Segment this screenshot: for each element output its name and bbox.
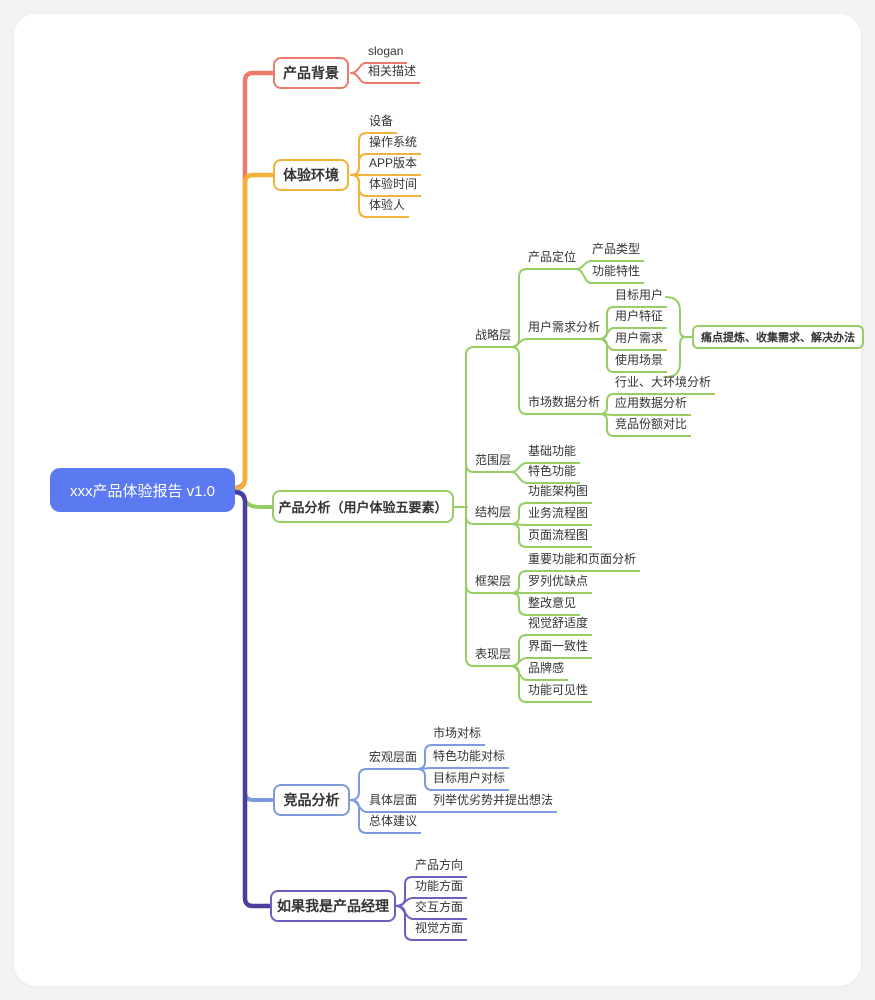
node-market-data-analysis[interactable]: 市场数据分析 — [525, 395, 605, 415]
node-os[interactable]: 操作系统 — [366, 135, 422, 155]
node-product-background[interactable]: 产品背景 — [273, 57, 349, 89]
node-business-flow[interactable]: 业务流程图 — [525, 506, 593, 526]
node-product-positioning[interactable]: 产品定位 — [525, 250, 581, 270]
node-visual-aspect[interactable]: 视觉方面 — [412, 921, 468, 941]
node-overall-suggestion[interactable]: 总体建议 — [366, 814, 422, 834]
node-feature-benchmark[interactable]: 特色功能对标 — [430, 749, 510, 769]
node-app-version[interactable]: APP版本 — [366, 156, 422, 176]
node-feature-characteristics[interactable]: 功能特性 — [589, 264, 645, 284]
node-strategy-layer[interactable]: 战略层 — [472, 328, 516, 348]
node-experience-time[interactable]: 体验时间 — [366, 177, 422, 197]
node-brand-feel[interactable]: 品牌感 — [525, 661, 569, 681]
node-painpoint-callout[interactable]: 痛点提炼、收集需求、解决办法 — [692, 325, 864, 349]
node-device[interactable]: 设备 — [366, 114, 398, 134]
node-visual-comfort[interactable]: 视觉舒适度 — [525, 616, 593, 636]
root-topic[interactable]: xxx产品体验报告 v1.0 — [50, 468, 235, 512]
node-ui-consistency[interactable]: 界面一致性 — [525, 639, 593, 659]
node-page-flow[interactable]: 页面流程图 — [525, 528, 593, 548]
node-experiencer[interactable]: 体验人 — [366, 198, 410, 218]
node-presentation-layer[interactable]: 表现层 — [472, 647, 516, 667]
node-slogan[interactable]: slogan — [365, 44, 408, 64]
node-user-needs-analysis[interactable]: 用户需求分析 — [525, 320, 605, 340]
node-related-description[interactable]: 相关描述 — [365, 64, 421, 84]
node-function-architecture[interactable]: 功能架构图 — [525, 484, 593, 504]
node-framework-layer[interactable]: 框架层 — [472, 574, 516, 594]
node-structure-layer[interactable]: 结构层 — [472, 505, 516, 525]
node-app-data-analysis[interactable]: 应用数据分析 — [612, 396, 692, 416]
node-basic-functions[interactable]: 基础功能 — [525, 444, 581, 464]
node-scope-layer[interactable]: 范围层 — [472, 453, 516, 473]
node-function-aspect[interactable]: 功能方面 — [412, 879, 468, 899]
node-if-i-were-pm[interactable]: 如果我是产品经理 — [270, 890, 396, 922]
node-specific-level[interactable]: 具体层面 — [366, 793, 422, 813]
node-target-user-benchmark[interactable]: 目标用户对标 — [430, 771, 510, 791]
node-improvement-suggestions[interactable]: 整改意见 — [525, 596, 581, 616]
node-function-visibility[interactable]: 功能可见性 — [525, 683, 593, 703]
node-product-analysis[interactable]: 产品分析（用户体验五要素） — [272, 490, 454, 523]
node-competitor-analysis[interactable]: 竞品分析 — [273, 784, 350, 816]
node-pros-cons[interactable]: 罗列优缺点 — [525, 574, 593, 594]
node-target-users[interactable]: 目标用户 — [612, 288, 668, 308]
node-interaction-aspect[interactable]: 交互方面 — [412, 900, 468, 920]
node-experience-environment[interactable]: 体验环境 — [273, 159, 349, 191]
node-user-demand[interactable]: 用户需求 — [612, 331, 668, 351]
node-list-pros-cons-ideas[interactable]: 列举优劣势并提出想法 — [430, 793, 558, 813]
node-user-traits[interactable]: 用户特征 — [612, 309, 668, 329]
node-special-functions[interactable]: 特色功能 — [525, 464, 581, 484]
node-important-functions-pages[interactable]: 重要功能和页面分析 — [525, 552, 641, 572]
node-product-type[interactable]: 产品类型 — [589, 242, 645, 262]
node-industry-environment[interactable]: 行业、大环境分析 — [612, 375, 716, 395]
node-market-benchmark[interactable]: 市场对标 — [430, 726, 486, 746]
node-product-direction[interactable]: 产品方向 — [412, 858, 468, 878]
node-competitor-share[interactable]: 竞品份额对比 — [612, 417, 692, 437]
node-usage-scene[interactable]: 使用场景 — [612, 353, 668, 373]
node-macro-level[interactable]: 宏观层面 — [366, 750, 422, 770]
